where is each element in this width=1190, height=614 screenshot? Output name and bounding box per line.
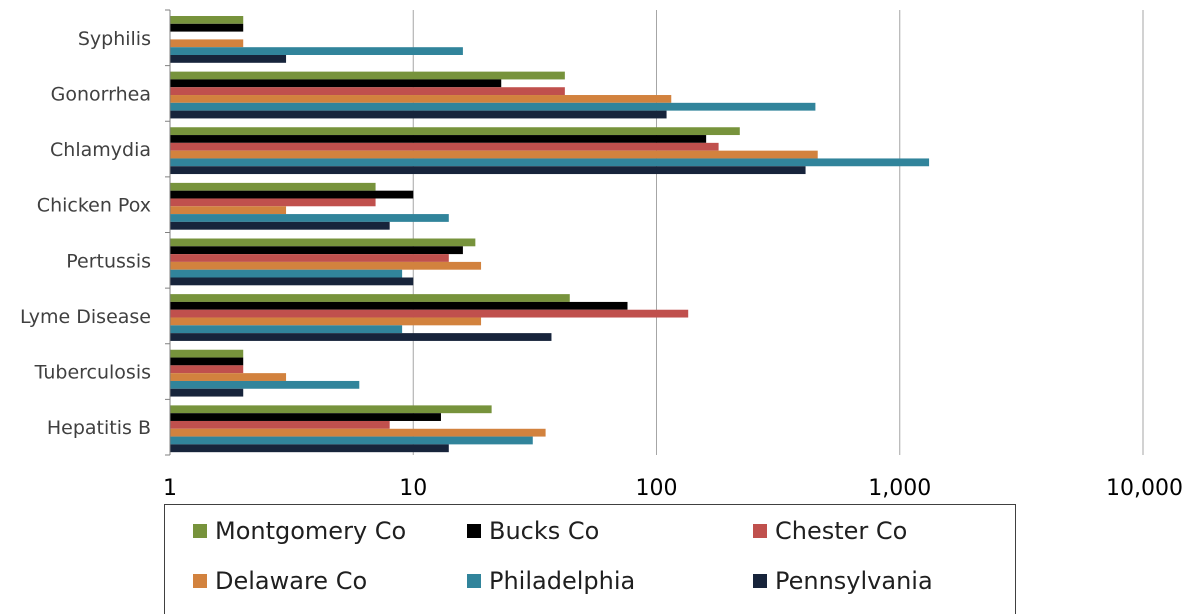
legend-swatch	[467, 574, 481, 588]
category-label: Tuberculosis	[34, 362, 151, 384]
bar	[170, 405, 492, 414]
bar	[170, 365, 244, 374]
category-label: Chlamydia	[50, 139, 151, 161]
bar	[170, 206, 287, 215]
bar	[170, 190, 414, 199]
category-label: Syphilis	[78, 28, 151, 50]
legend-swatch	[753, 524, 767, 538]
legend-item: Delaware Co	[193, 566, 367, 596]
bar	[170, 198, 376, 207]
category-label: Chicken Pox	[37, 195, 151, 217]
legend-swatch	[193, 574, 207, 588]
x-tick-label: 10	[399, 476, 427, 501]
legend-swatch	[753, 574, 767, 588]
legend-label: Chester Co	[775, 517, 908, 545]
x-tick-label: 100	[636, 476, 678, 501]
bar	[170, 110, 667, 119]
bar	[170, 357, 244, 366]
bar	[170, 135, 707, 143]
bar	[170, 39, 244, 48]
legend-item: Bucks Co	[467, 516, 599, 546]
bar	[170, 436, 533, 445]
legend-label: Philadelphia	[489, 567, 636, 595]
legend-item: Montgomery Co	[193, 516, 406, 546]
legend-item: Pennsylvania	[753, 566, 933, 596]
bar	[170, 388, 244, 397]
bar	[170, 294, 570, 302]
bar	[170, 238, 476, 247]
chart-legend: Montgomery Co Bucks Co Chester Co Delaware …	[164, 504, 1016, 614]
legend-swatch	[193, 524, 207, 538]
bar	[170, 380, 360, 389]
x-tick-label: 1	[163, 476, 177, 501]
bar	[170, 420, 390, 429]
bar	[170, 254, 449, 262]
bar	[170, 444, 449, 453]
bar	[170, 317, 482, 326]
bar	[170, 71, 565, 80]
bar	[170, 182, 376, 191]
bar	[170, 277, 414, 286]
x-tick-label: 10,000	[1106, 476, 1183, 501]
bar	[170, 269, 403, 278]
legend-swatch	[467, 524, 481, 538]
bar	[170, 87, 565, 96]
bar	[170, 428, 546, 437]
bar	[170, 221, 390, 230]
category-label: Hepatitis B	[47, 417, 151, 439]
category-label: Gonorrhea	[51, 83, 151, 105]
bar	[170, 95, 672, 103]
bar	[170, 214, 449, 222]
bar	[170, 325, 403, 334]
bar	[170, 246, 463, 255]
legend-label: Pennsylvania	[775, 567, 933, 595]
legend-item: Philadelphia	[467, 566, 635, 596]
bar	[170, 55, 287, 63]
legend-item: Chester Co	[753, 516, 907, 546]
legend-label: Montgomery Co	[215, 517, 407, 545]
bar	[170, 47, 463, 55]
bar	[170, 261, 482, 270]
bar	[170, 413, 441, 421]
bar	[170, 166, 806, 175]
bar	[170, 150, 818, 159]
bar	[170, 309, 689, 318]
x-tick-label: 1,000	[868, 476, 931, 501]
legend-label: Delaware Co	[215, 567, 368, 595]
legend-label: Bucks Co	[489, 517, 600, 545]
bar	[170, 23, 244, 32]
bar	[170, 142, 719, 151]
bar	[170, 127, 740, 136]
bar	[170, 79, 502, 88]
category-label: Lyme Disease	[20, 306, 151, 328]
bar	[170, 373, 287, 381]
bar	[170, 333, 552, 341]
bar	[170, 16, 244, 24]
category-label: Pertussis	[66, 250, 151, 272]
bar	[170, 102, 816, 111]
bar	[170, 301, 628, 310]
bar-chart: Syphilis Gonorrhea Chlamydia Chicken Pox Per…	[20, 9, 1183, 501]
bar	[170, 349, 244, 358]
bar	[170, 158, 930, 167]
